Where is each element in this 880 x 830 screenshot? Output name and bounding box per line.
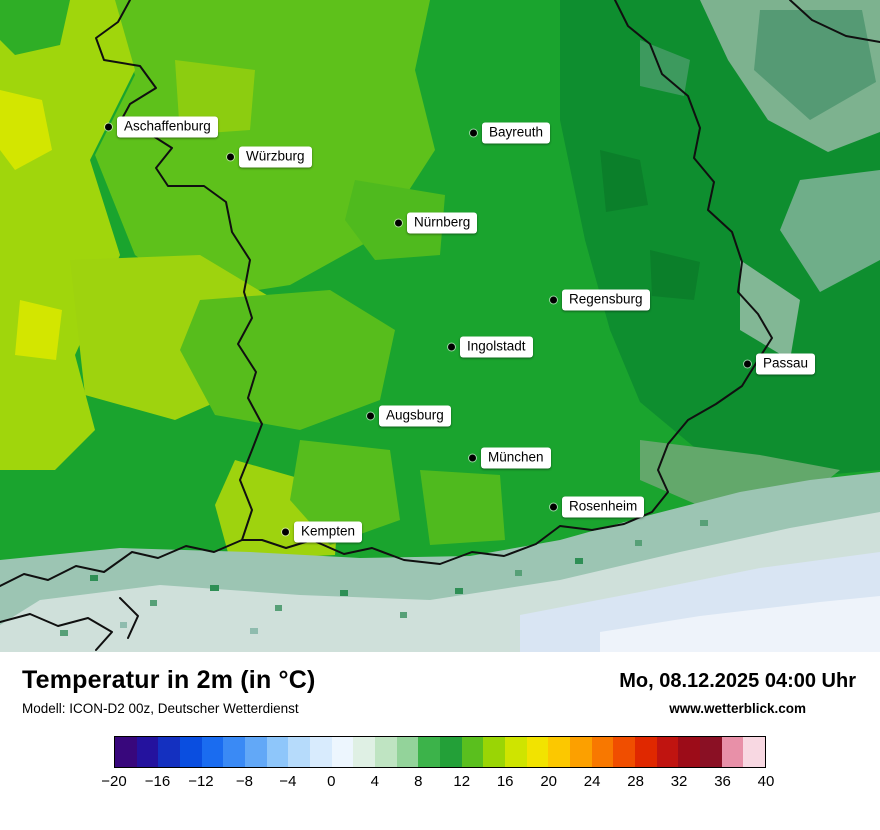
- colorbar-segment: [591, 737, 614, 767]
- map-borders: [0, 0, 880, 651]
- colorbar-segment: [548, 737, 571, 767]
- city-label: Würzburg: [239, 146, 312, 168]
- colorbar-tick-label: 36: [714, 773, 731, 790]
- city-label: Augsburg: [379, 405, 451, 427]
- map-south-region: [215, 440, 840, 560]
- colorbar-segment: [526, 737, 549, 767]
- city-dot-icon: [105, 123, 112, 131]
- colorbar-segment: [570, 737, 592, 767]
- colorbar-tick-label: −8: [235, 773, 253, 790]
- city-dot-icon: [550, 503, 557, 511]
- colorbar-segments: [114, 736, 766, 768]
- colorbar-segment: [375, 737, 397, 767]
- temperature-legend: −20 −16 −12 −8 −4 0 4 8 12 16 20 24 28 32 36 40: [101, 736, 774, 793]
- city-label: Passau: [756, 353, 816, 375]
- city-marker: Aschaffenburg: [105, 116, 218, 138]
- colorbar-segment: [505, 737, 527, 767]
- colorbar-ticks: −20 −16 −12 −8 −4 0 4 8 12 16 20 24 28 32 36 40: [101, 773, 774, 793]
- colorbar-segment: [678, 737, 701, 767]
- model-info: Modell: ICON-D2 00z, Deutscher Wetterdie…: [22, 701, 299, 716]
- city-dot-icon: [367, 412, 374, 420]
- city-marker: Rosenheim: [550, 496, 645, 518]
- colorbar-tick-label: 20: [540, 773, 557, 790]
- city-dot-icon: [282, 528, 289, 536]
- map-footer: Temperatur in 2m (in °C) Modell: ICON-D2…: [0, 652, 880, 830]
- map-title: Temperatur in 2m (in °C): [22, 666, 316, 694]
- colorbar-tick-label: 4: [370, 773, 379, 790]
- city-label: Bayreuth: [482, 122, 551, 144]
- colorbar-segment: [396, 737, 419, 767]
- colorbar-tick-label: 16: [496, 773, 514, 790]
- colorbar-tick-label: −20: [101, 773, 127, 790]
- colorbar-segment: [331, 737, 354, 767]
- city-marker: Kempten: [282, 521, 363, 543]
- colorbar-segment: [418, 737, 441, 767]
- colorbar-segment: [288, 737, 311, 767]
- colorbar-segment: [245, 737, 267, 767]
- colorbar-segment: [613, 737, 636, 767]
- temperature-map: Aschaffenburg Würzburg Bayreuth Nürnberg Reg…: [0, 0, 880, 652]
- city-label: Regensburg: [562, 289, 650, 311]
- city-marker: Würzburg: [227, 146, 312, 168]
- colorbar-tick-label: 8: [414, 773, 423, 790]
- colorbar-segment: [223, 737, 246, 767]
- city-marker: Passau: [744, 353, 816, 375]
- city-dot-icon: [227, 153, 234, 161]
- colorbar-tick-label: 0: [327, 773, 336, 790]
- city-dot-icon: [550, 296, 557, 304]
- city-label: Rosenheim: [562, 496, 645, 518]
- map-alps-region: [0, 472, 880, 652]
- city-label: Aschaffenburg: [117, 116, 218, 138]
- colorbar-segment: [656, 737, 679, 767]
- colorbar-segment: [461, 737, 484, 767]
- colorbar-segment: [635, 737, 657, 767]
- colorbar-tick-label: 12: [453, 773, 471, 790]
- city-label: München: [481, 447, 551, 469]
- city-marker: Augsburg: [367, 405, 451, 427]
- colorbar-tick-label: −4: [279, 773, 297, 790]
- city-marker: Ingolstadt: [448, 336, 533, 358]
- city-label: Nürnberg: [407, 212, 478, 234]
- colorbar-segment: [440, 737, 462, 767]
- colorbar-segment: [483, 737, 506, 767]
- colorbar-tick-label: −16: [144, 773, 171, 790]
- colorbar-segment: [353, 737, 376, 767]
- colorbar-segment: [743, 737, 766, 767]
- colorbar-tick-label: 28: [627, 773, 644, 790]
- colorbar-tick-label: 24: [583, 773, 601, 790]
- valid-datetime: Mo, 08.12.2025 04:00 Uhr: [619, 670, 856, 692]
- city-marker: Nürnberg: [395, 212, 478, 234]
- city-marker: Bayreuth: [470, 122, 551, 144]
- colorbar-segment: [136, 737, 159, 767]
- colorbar-tick-label: −12: [188, 773, 214, 790]
- colorbar-segment: [310, 737, 332, 767]
- city-dot-icon: [470, 129, 477, 137]
- colorbar-segment: [180, 737, 202, 767]
- website-url: www.wetterblick.com: [669, 701, 806, 716]
- city-dot-icon: [395, 219, 402, 227]
- city-label: Ingolstadt: [460, 336, 533, 358]
- map-overlay: Aschaffenburg Würzburg Bayreuth Nürnberg Reg…: [105, 116, 816, 543]
- colorbar-tick-label: 40: [757, 773, 775, 790]
- colorbar-tick-label: 32: [670, 773, 688, 790]
- colorbar-segment: [158, 737, 181, 767]
- colorbar-segment: [700, 737, 722, 767]
- colorbar-segment: [201, 737, 224, 767]
- colorbar-segment: [721, 737, 744, 767]
- city-marker: Regensburg: [550, 289, 650, 311]
- colorbar-segment: [115, 737, 137, 767]
- city-label: Kempten: [294, 521, 363, 543]
- colorbar-segment: [266, 737, 289, 767]
- city-dot-icon: [469, 454, 476, 462]
- city-dot-icon: [448, 343, 455, 351]
- city-dot-icon: [744, 360, 751, 368]
- city-marker: München: [469, 447, 551, 469]
